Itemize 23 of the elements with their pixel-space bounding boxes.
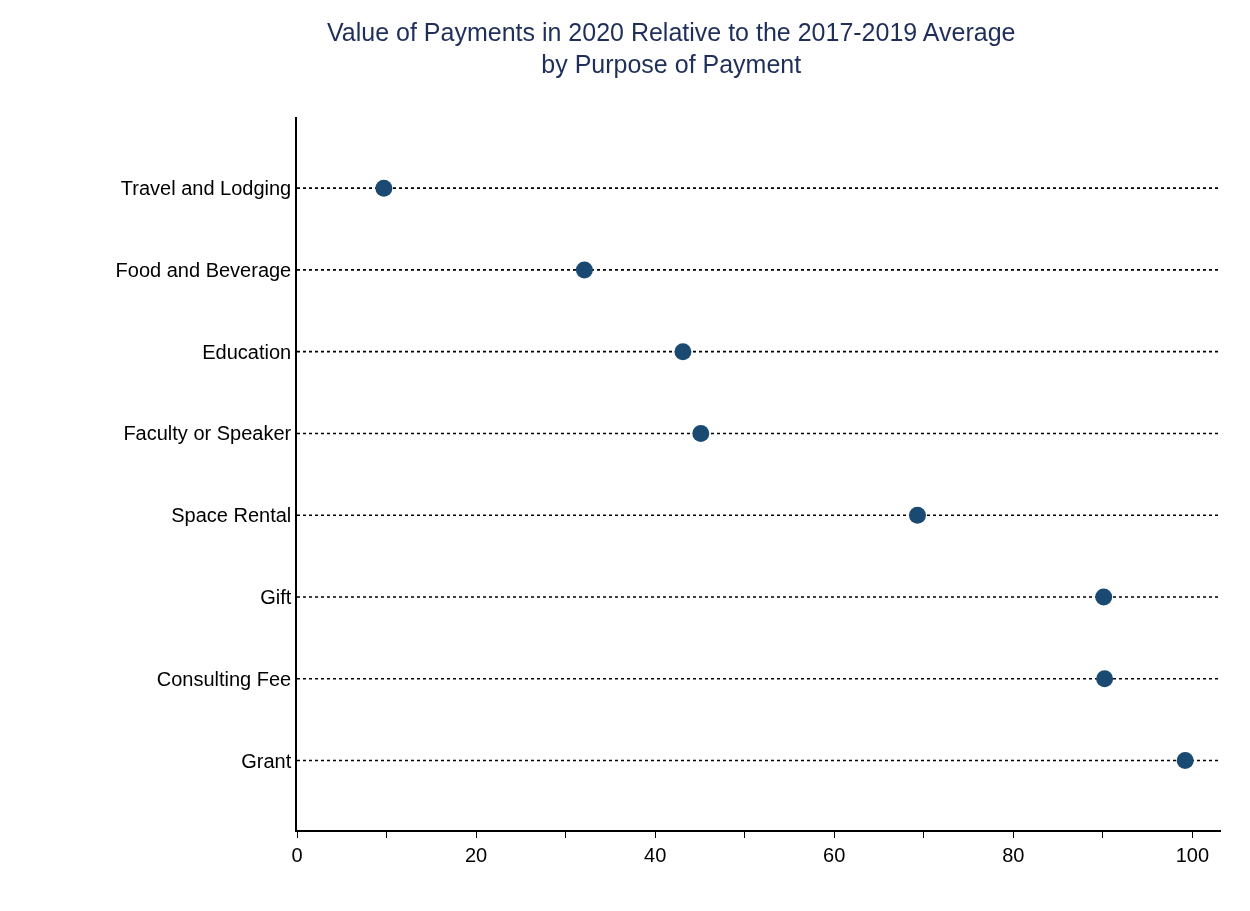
point (674, 343, 692, 361)
y-tick-label: Food and Beverage (115, 258, 292, 281)
y-tick-label: Consulting Fee (156, 667, 292, 690)
y-tick-label: Grant (241, 749, 292, 772)
point (692, 424, 710, 442)
point (375, 179, 393, 197)
x-tick-label: 100 (1175, 843, 1210, 866)
x-tick-label: 20 (464, 843, 488, 866)
x-tick-label: 80 (1002, 843, 1025, 866)
point (575, 261, 593, 279)
point (908, 506, 926, 524)
y-tick-label: Faculty or Speaker (123, 422, 292, 445)
y-tick-label: Gift (260, 585, 292, 608)
y-tick-label: Travel and Lodging (120, 177, 292, 200)
chart-title: Value of Payments in 2020 Relative to the 2017-2019 Average by Purpose of Payment (327, 17, 1016, 79)
point (1176, 752, 1194, 769)
x-tick-label: 60 (823, 843, 846, 866)
point (1095, 588, 1113, 606)
point (1096, 670, 1114, 688)
x-tick-label: 0 (291, 843, 303, 866)
x-tick-label: 40 (644, 843, 667, 866)
y-tick-label: Education (202, 340, 292, 363)
y-tick-label: Space Rental (171, 504, 292, 527)
